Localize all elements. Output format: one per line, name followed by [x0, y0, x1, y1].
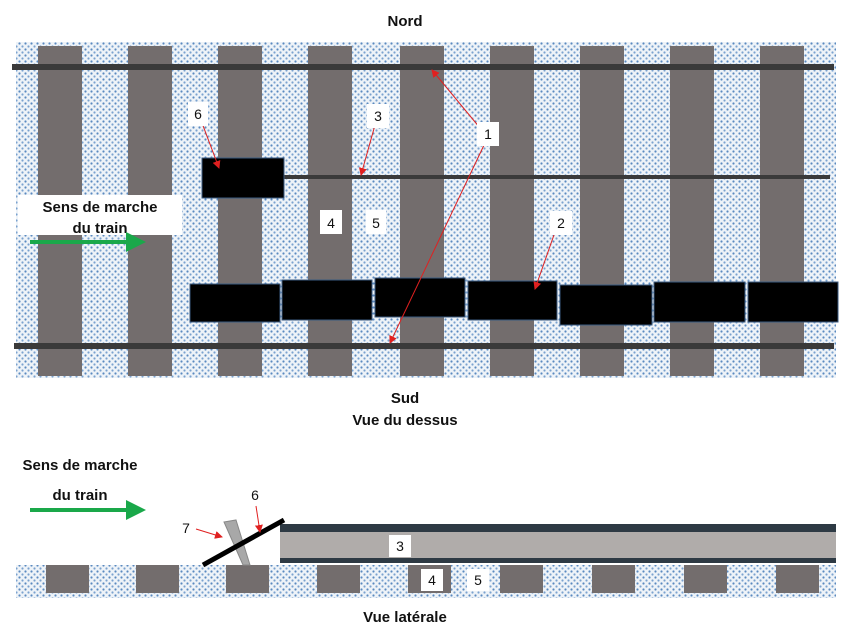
rail-3 — [284, 175, 830, 179]
top-view: Sens de marche du train 1 2 3 4 5 6 — [12, 42, 839, 378]
side-rail-bottom — [280, 558, 836, 563]
side-label-7: 7 — [182, 520, 190, 536]
north-label: Nord — [388, 13, 423, 30]
callout-arrows — [201, 69, 556, 344]
direction-line1: Sens de marche — [42, 199, 157, 216]
block-6-side — [201, 517, 286, 568]
label-5: 5 — [372, 215, 380, 231]
side-view-caption: Vue latérale — [363, 609, 447, 626]
label-1: 1 — [484, 126, 492, 142]
direction-line2: du train — [73, 220, 128, 237]
side-label-4: 4 — [428, 572, 436, 588]
label-2: 2 — [557, 215, 565, 231]
side-label-6: 6 — [251, 487, 259, 503]
pin-7 — [223, 519, 251, 566]
label-3: 3 — [374, 108, 382, 124]
side-rail-top — [280, 524, 836, 532]
number-labels: 1 2 3 4 5 6 — [188, 102, 572, 235]
side-label-3: 3 — [396, 538, 404, 554]
arrow-6 — [254, 505, 263, 533]
arrow-7 — [195, 528, 223, 539]
rail-south — [14, 343, 834, 349]
south-label: Sud — [391, 390, 419, 407]
block-6 — [201, 157, 285, 199]
side-direction-line2: du train — [53, 487, 108, 504]
top-view-caption: Vue du dessus — [352, 412, 457, 429]
side-direction-line1: Sens de marche — [22, 457, 137, 474]
side-view: Sens de marche du train 7 6 3 4 5 — [16, 457, 836, 598]
label-6: 6 — [194, 106, 202, 122]
side-label-5: 5 — [474, 572, 482, 588]
blocks-2 — [189, 277, 839, 326]
direction-box — [18, 195, 182, 235]
rail-north — [12, 64, 834, 70]
label-4: 4 — [327, 215, 335, 231]
